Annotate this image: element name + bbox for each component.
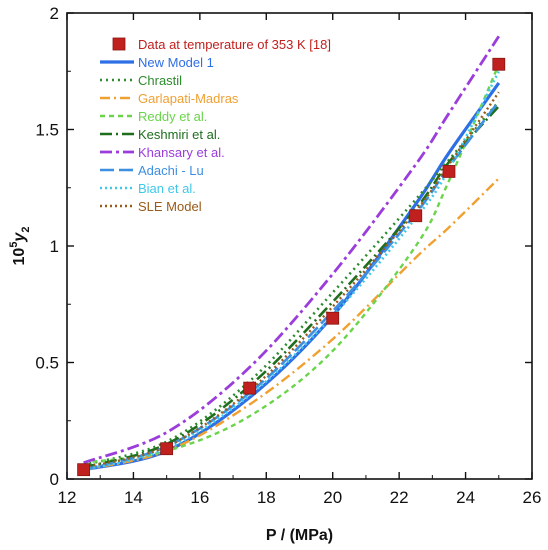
y-axis-title: 105y2 [8,227,32,266]
y-tick-label: 2 [50,4,59,23]
legend: Data at temperature of 353 K [18] New Mod… [100,37,331,214]
legend-label: Reddy et al. [138,109,207,124]
legend-label: Garlapati-Madras [138,91,239,106]
y-axis-title-base: 10 [11,248,28,266]
legend-marker-data [112,37,126,51]
data-point [243,381,257,395]
y-axis-title-exponent: 5 [8,242,20,248]
legend-label: Adachi - Lu [138,163,204,178]
series-line-keshmiri-et-al- [83,105,500,469]
legend-label: SLE Model [138,199,202,214]
y-tick-label: 0 [50,470,59,489]
data-point [409,209,423,223]
legend-label: Khansary et al. [138,145,225,160]
x-tick-label: 26 [523,488,542,507]
axes-group: 12 14 16 18 20 22 24 26 0 0.5 1 1.5 2 [35,4,541,507]
x-tick-label: 18 [257,488,276,507]
legend-label: Keshmiri et al. [138,127,220,142]
data-points-group [77,57,506,477]
y-tick-label: 1.5 [35,121,59,140]
series-line-chrastil [83,100,500,467]
x-tick-label: 22 [390,488,409,507]
legend-label: New Model 1 [138,55,214,70]
x-tick-label: 14 [124,488,143,507]
legend-label: Chrastil [138,73,182,88]
data-point [442,165,456,178]
y-tick-label: 1 [50,237,59,256]
data-point [160,442,174,456]
y-tick-label: 0.5 [35,354,59,373]
x-tick-label: 16 [190,488,209,507]
x-tick-label: 12 [58,488,77,507]
legend-label: Bian et al. [138,181,196,196]
data-point [326,311,340,325]
data-point [77,463,91,477]
plot-frame [66,12,533,480]
series-line-khansary-et-al- [83,35,500,465]
data-point [492,57,506,71]
series-line-reddy-et-al- [83,63,500,464]
x-tick-label: 20 [323,488,342,507]
y-axis-title-variable: y [11,232,28,243]
x-axis-title: P / (MPa) [266,527,333,544]
x-tick-label: 24 [456,488,475,507]
legend-label-data: Data at temperature of 353 K [18] [138,37,331,52]
y-axis-title-subscript: 2 [20,227,32,233]
